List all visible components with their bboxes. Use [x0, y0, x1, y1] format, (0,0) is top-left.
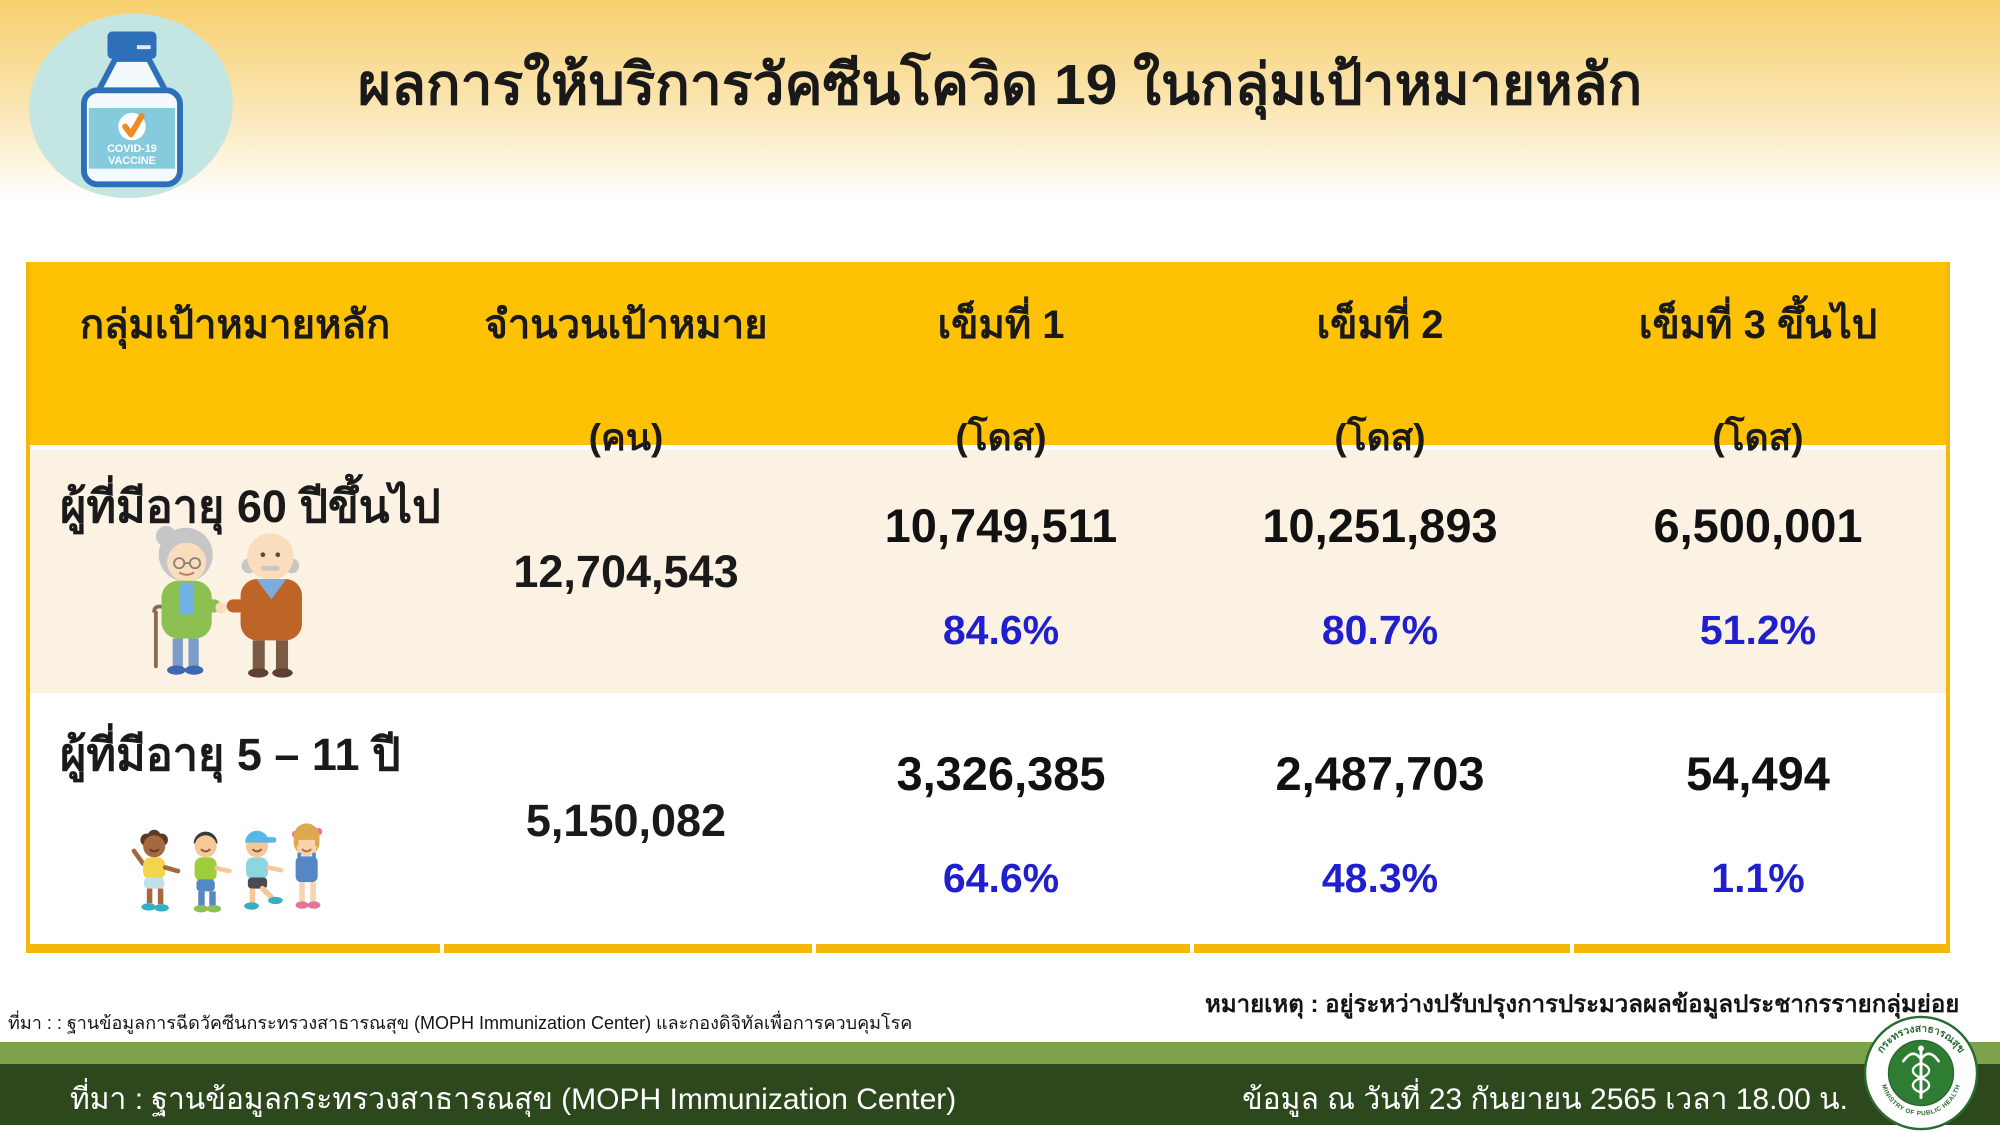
dose3-value: 6,500,001 — [1653, 499, 1863, 552]
dose2-percent: 48.3% — [1321, 855, 1439, 901]
table-row-children: ผู้ที่มีอายุ 5 – 11 ปี — [30, 698, 1946, 944]
dose1-percent: 64.6% — [942, 855, 1060, 901]
vaccine-vial-icon: COVID-19 VACCINE — [81, 31, 183, 188]
vaccine-label-line2: VACCINE — [108, 155, 156, 167]
dose2-cell: 2,487,703 48.3% — [1190, 698, 1570, 944]
dose3-value: 54,494 — [1686, 747, 1830, 800]
dose2-percent: 80.7% — [1321, 607, 1439, 653]
dose2-cell: 10,251,893 80.7% — [1190, 450, 1570, 693]
dose1-percent: 84.6% — [942, 607, 1060, 653]
dose1-value: 10,749,511 — [884, 499, 1118, 552]
children-group-image — [131, 823, 323, 913]
dose2-value: 2,487,703 — [1275, 747, 1485, 800]
dose3-cell: 54,494 1.1% — [1570, 698, 1946, 944]
col-header-target-group: กลุ่มเป้าหมายหลัก — [79, 303, 391, 347]
row-divider — [30, 445, 1946, 450]
row-divider — [30, 693, 1946, 698]
group-cell-elderly: ผู้ที่มีอายุ 60 ปีขึ้นไป — [30, 450, 441, 693]
footer-source-text: ที่มา : ฐานข้อมูลกระทรวงสาธารณสุข (MOPH … — [70, 1083, 957, 1116]
vaccination-table: กลุ่มเป้าหมายหลัก จำนวนเป้าหมาย (คน) เข็… — [26, 262, 1950, 953]
dose3-percent: 1.1% — [1711, 855, 1805, 901]
table-bottom-border — [30, 944, 1946, 953]
col-header-dose2: เข็มที่ 2 (โดส) — [1316, 303, 1444, 458]
col-header-target-count: จำนวนเป้าหมาย (คน) — [484, 303, 768, 458]
table-header-row: กลุ่มเป้าหมายหลัก จำนวนเป้าหมาย (คน) เข็… — [30, 262, 1946, 458]
dose1-cell: 10,749,511 84.6% — [812, 450, 1190, 693]
target-count-cell: 12,704,543 — [513, 545, 739, 597]
footer-green-strip — [0, 1042, 2000, 1064]
dose3-percent: 51.2% — [1699, 607, 1817, 653]
dose3-cell: 6,500,001 51.2% — [1570, 450, 1946, 693]
table-row-elderly: ผู้ที่มีอายุ 60 ปีขึ้นไป — [30, 450, 1946, 693]
footnote-data-source: ที่มา : : ฐานข้อมูลการฉีดวัคซีนกระทรวงสา… — [8, 1013, 913, 1033]
col-header-dose3plus: เข็มที่ 3 ขึ้นไป (โดส) — [1638, 303, 1878, 458]
dose1-value: 3,326,385 — [896, 747, 1106, 800]
vaccine-label-line1: COVID-19 — [107, 143, 157, 155]
footnote-remark: หมายเหตุ : อยู่ระหว่างปรับปรุงการประมวลผ… — [1205, 991, 1960, 1018]
footer-data-as-of-text: ข้อมูล ณ วันที่ 23 กันยายน 2565 เวลา 18.… — [1242, 1083, 1848, 1116]
page-title: ผลการให้บริการวัคซีนโควิด 19 ในกลุ่มเป้า… — [357, 53, 1643, 117]
group-cell-children: ผู้ที่มีอายุ 5 – 11 ปี — [30, 698, 440, 944]
dose1-cell: 3,326,385 64.6% — [812, 698, 1190, 944]
page-header-gradient — [0, 0, 2000, 200]
footer-bar — [0, 1064, 2000, 1125]
covid-vaccine-logo-icon: COVID-19 VACCINE — [29, 13, 233, 199]
col-header-dose1: เข็มที่ 1 (โดส) — [937, 303, 1065, 458]
target-count-cell: 5,150,082 — [525, 795, 727, 846]
moph-seal-logo: กระทรวงสาธารณสุข MINISTRY OF PUBLIC HEAL… — [1863, 1015, 1979, 1131]
caduceus-icon — [1902, 1045, 1940, 1100]
dose2-value: 10,251,893 — [1262, 499, 1498, 552]
elderly-couple-image — [152, 525, 302, 678]
